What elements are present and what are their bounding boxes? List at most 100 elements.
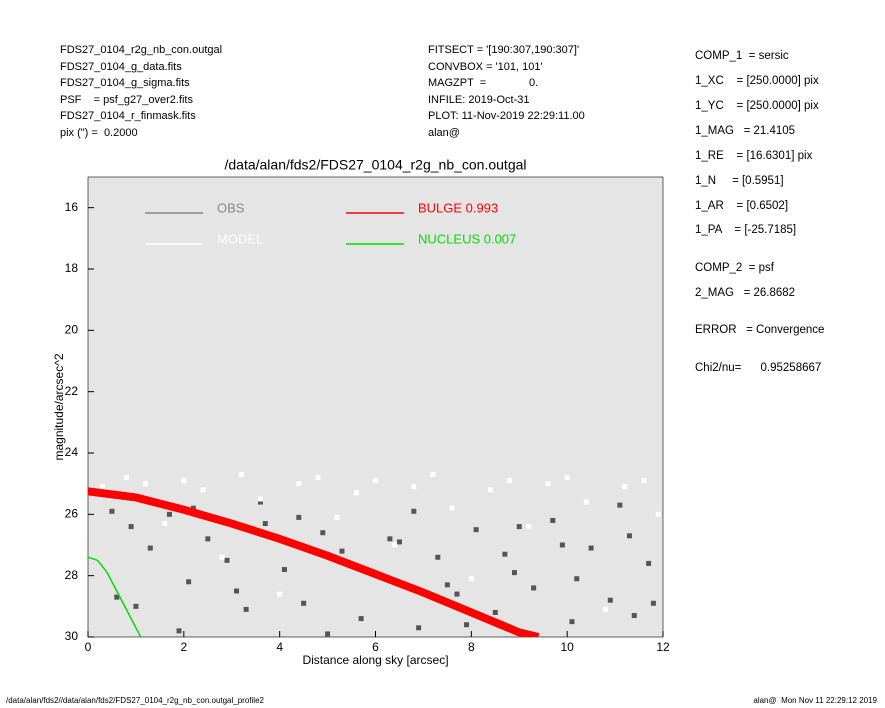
point (502, 551, 508, 557)
plot-marks (88, 471, 661, 637)
point (655, 511, 661, 517)
point (224, 557, 230, 563)
parameter: COMP_1 = sersic (695, 50, 789, 62)
legend-label: NUCLEUS 0.007 (418, 231, 516, 246)
point (334, 514, 340, 520)
x-tick-label: 8 (468, 640, 475, 654)
point (583, 499, 589, 505)
header-line: CONVBOX = '101, 101' (428, 60, 543, 73)
point (492, 609, 498, 615)
header-line: PLOT: 11-Nov-2019 22:29:11.00 (428, 110, 585, 122)
point (603, 606, 608, 612)
x-axis-label: Distance along sky [arcsec] (302, 653, 448, 667)
y-tick-label: 18 (65, 261, 79, 275)
point (128, 524, 134, 530)
point (569, 619, 575, 625)
footer-right: alan@ Mon Nov 11 22:29:12 2019 (753, 696, 877, 705)
point (411, 508, 417, 514)
point (550, 517, 556, 523)
point (516, 524, 522, 530)
parameter: 1_MAG = 21.4105 (695, 125, 796, 137)
point (545, 481, 551, 487)
point (416, 625, 422, 631)
point (258, 496, 263, 502)
parameter: 1_RE = [16.6301] pix (695, 150, 813, 162)
point (143, 481, 148, 487)
point (258, 499, 263, 505)
point (358, 616, 364, 622)
x-tick-label: 0 (85, 640, 92, 654)
point (464, 622, 470, 628)
y-tick-label: 16 (65, 200, 79, 214)
point (588, 545, 594, 551)
header-line: FDS27_0104_g_sigma.fits (60, 77, 190, 89)
point (531, 585, 537, 591)
point (147, 545, 153, 551)
point (574, 576, 580, 582)
point (507, 478, 513, 484)
y-tick-label: 24 (65, 445, 79, 459)
point (526, 524, 532, 530)
y-tick-label: 28 (65, 568, 79, 582)
y-tick-label: 30 (65, 629, 79, 643)
header-line: alan@ (428, 126, 460, 139)
point (205, 536, 211, 542)
header-line: FITSECT = '[190:307,190:307]' (428, 44, 580, 56)
point (219, 554, 225, 560)
y-tick-label: 22 (65, 384, 79, 398)
point (392, 542, 398, 548)
point (315, 475, 321, 481)
point (325, 631, 331, 637)
point (123, 475, 129, 481)
point (166, 511, 172, 517)
point (373, 478, 378, 484)
point (454, 591, 460, 597)
header-line: PSF = psf_g27_over2.fits (60, 93, 193, 106)
legend-label: OBS (217, 200, 245, 215)
point (607, 597, 613, 603)
point (190, 505, 196, 511)
x-tick-label: 6 (372, 640, 379, 654)
parameter: 1_N = [0.5951] (695, 175, 784, 187)
point (411, 484, 417, 490)
point (296, 514, 302, 520)
x-tick-label: 10 (560, 640, 574, 654)
parameter: ERROR = Convergence (695, 324, 825, 336)
point (114, 594, 120, 600)
point (641, 478, 647, 484)
y-axis-label: magnitude/arcsec^2 (52, 353, 66, 460)
point (488, 487, 493, 493)
point (631, 613, 637, 619)
chart-title: /data/alan/fds2/FDS27_0104_r2g_nb_con.ou… (224, 157, 526, 173)
point (449, 505, 455, 511)
point (617, 502, 623, 508)
point (430, 471, 436, 477)
curve (88, 556, 142, 637)
point (200, 487, 206, 493)
plot-area (87, 176, 664, 638)
point (444, 582, 450, 588)
point (396, 539, 402, 545)
parameter: COMP_2 = psf (695, 262, 774, 274)
header-line: MAGZPT = 0. (428, 77, 539, 89)
footer-left: /data/alan/fds2//data/alan/fds2/FDS27_01… (6, 696, 264, 705)
curve (88, 487, 540, 637)
parameter: 1_PA = [-25.7185] (695, 224, 797, 236)
point (99, 484, 105, 490)
point (435, 554, 441, 560)
point (646, 560, 652, 566)
point (176, 628, 182, 634)
header-line: pix (") = 0.2000 (60, 126, 138, 139)
point (468, 576, 474, 582)
point (162, 521, 168, 527)
point (243, 606, 249, 612)
point (473, 527, 479, 533)
header-line: INFILE: 2019-Oct-31 (428, 93, 530, 106)
point (238, 471, 244, 477)
point (262, 521, 268, 527)
header-line: FDS27_0104_r_finmask.fits (60, 110, 196, 122)
parameter: 1_AR = [0.6502] (695, 200, 789, 212)
point (186, 579, 192, 585)
point (277, 591, 283, 597)
